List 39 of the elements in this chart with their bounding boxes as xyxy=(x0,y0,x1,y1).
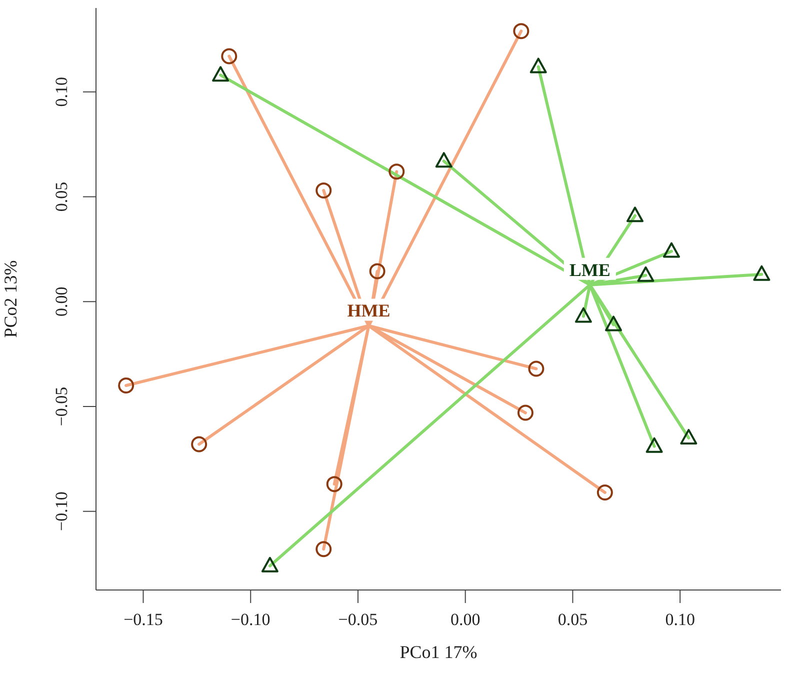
x-tick-label: −0.10 xyxy=(230,610,270,630)
point xyxy=(528,360,544,377)
y-tick-label: −0.10 xyxy=(52,492,71,532)
x-tick-label: 0.10 xyxy=(665,610,695,630)
point xyxy=(605,316,622,332)
y-tick-label: 0.10 xyxy=(52,77,71,107)
annotation: LME xyxy=(569,260,610,280)
x-axis-title: PCo1 17% xyxy=(400,642,478,662)
point xyxy=(753,265,770,281)
y-tick-label: 0.05 xyxy=(52,182,71,212)
point xyxy=(530,58,547,74)
annotation: HME xyxy=(347,300,390,321)
point xyxy=(680,428,698,444)
point xyxy=(118,378,134,394)
point xyxy=(316,541,332,558)
y-tick-label: 0.00 xyxy=(52,286,71,316)
y-tick-label: −0.05 xyxy=(52,386,71,426)
point xyxy=(388,164,405,180)
point xyxy=(574,307,592,323)
point xyxy=(513,23,530,40)
point xyxy=(435,152,452,168)
point xyxy=(369,263,386,280)
point xyxy=(212,66,230,82)
point xyxy=(191,436,208,452)
point xyxy=(221,48,238,64)
point xyxy=(637,266,654,282)
point xyxy=(646,437,663,453)
point xyxy=(596,484,613,500)
point xyxy=(517,404,534,421)
point xyxy=(261,556,278,572)
x-tick-label: 0.00 xyxy=(450,610,480,630)
point xyxy=(326,476,342,492)
point xyxy=(626,206,644,222)
x-tick-label: 0.05 xyxy=(558,610,588,630)
x-tick-label: −0.15 xyxy=(124,610,163,630)
point xyxy=(662,242,680,258)
x-tick-label: −0.05 xyxy=(338,610,378,630)
y-axis-title: PCo2 13% xyxy=(0,260,20,338)
point xyxy=(316,182,332,198)
